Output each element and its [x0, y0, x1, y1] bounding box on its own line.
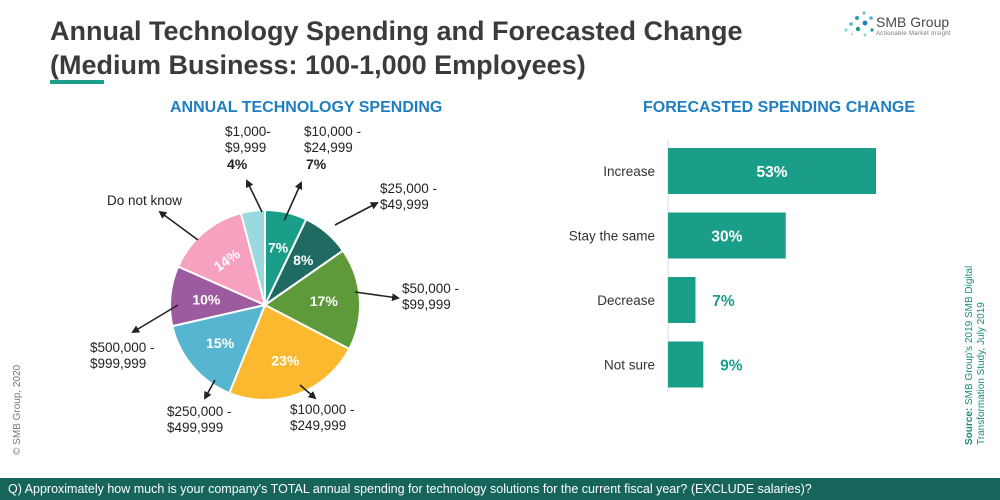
pie-slice [171, 303, 267, 395]
logo-dots-icon [844, 11, 874, 37]
page-title: Annual Technology Spending and Forecaste… [50, 14, 830, 82]
source-line-1: SMB Group's 2019 SMB Digital [964, 265, 975, 405]
pie-slice-category-label: $250,000 -$499,999 [167, 404, 232, 435]
pie-slice-category-label: $500,000 -$999,999 [90, 340, 155, 371]
pie-slice-category-label: $25,000 -$49,999 [380, 181, 437, 212]
title-line-1: Annual Technology Spending and Forecaste… [50, 16, 743, 46]
bar-value-label: 9% [720, 358, 743, 375]
bar [668, 341, 704, 388]
pie-slice-value-label: 17% [310, 293, 339, 309]
bar [668, 212, 786, 259]
pie-slice-value-label: 10% [192, 291, 221, 307]
bar-value-label: 7% [712, 293, 735, 310]
source-label: Source: [964, 407, 975, 445]
pie-leader-arrow [354, 291, 400, 302]
pie-slice [263, 249, 361, 351]
pie-slice-category-label: $50,000 -$99,999 [402, 281, 459, 312]
pie-slice-value-label: 15% [206, 335, 235, 351]
pie-slice [228, 303, 351, 401]
bar-value-label: 53% [756, 164, 787, 181]
pie-slice-category-label: $100,000 -$249,999 [290, 402, 355, 433]
bar [668, 148, 876, 194]
copyright-text: © SMB Group, 2020 [12, 364, 23, 455]
pie-leader-arrow [204, 379, 216, 400]
source-line-2: Transformation Study, July 2019 [976, 302, 987, 445]
pie-chart-title: ANNUAL TECHNOLOGY SPENDING [170, 99, 443, 116]
title-underline [50, 80, 104, 84]
logo-text: SMB Group [876, 14, 950, 30]
pie-leader-arrow [334, 202, 379, 226]
pie-slice-value-label: 8% [293, 252, 314, 268]
footer-bar: Q) Approximately how much is your compan… [0, 478, 1000, 500]
bar-category-label: Increase [603, 164, 655, 179]
pie-slice-category-label: $10,000 -$24,999 [304, 124, 361, 155]
title-line-2: (Medium Business: 100-1,000 Employees) [50, 50, 586, 80]
pie-leader-arrow [131, 304, 179, 334]
bar-chart-title: FORECASTED SPENDING CHANGE [643, 99, 916, 116]
pie-leader-arrow [158, 210, 199, 241]
pie-slice-category-label: Do not know [107, 193, 182, 208]
bar-category-label: Not sure [604, 358, 655, 373]
pie-slice-value-label: 4% [227, 156, 248, 172]
source-note: Source: SMB Group's 2019 SMB Digital Tra… [964, 266, 988, 445]
pie-leader-arrow [246, 179, 263, 213]
logo-tagline: Actionable Market Insight [876, 31, 951, 37]
bar-category-label: Decrease [597, 293, 655, 308]
pie-slice-value-label: 23% [271, 352, 300, 368]
bar-category-label: Stay the same [569, 229, 655, 244]
pie-slice-value-label: 7% [306, 156, 327, 172]
bar [668, 277, 696, 323]
pie-slice-category-label: $1,000-$9,999 [225, 124, 271, 155]
pie-leader-arrow [283, 181, 303, 221]
pie-slice [176, 211, 267, 307]
survey-question: Q) Approximately how much is your compan… [8, 482, 812, 496]
pie-slice [239, 208, 266, 306]
bar-value-label: 30% [711, 229, 742, 246]
pie-slice-value-label: 7% [268, 240, 289, 256]
bar-chart: Increase 53% Stay the same 30% Decrease 7% Not… [569, 140, 876, 392]
pie-leader-arrow [299, 384, 317, 400]
